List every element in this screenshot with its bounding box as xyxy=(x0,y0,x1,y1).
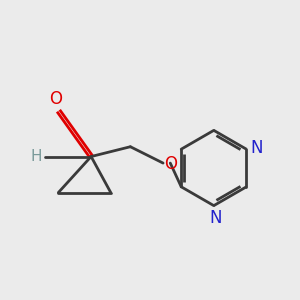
Text: H: H xyxy=(31,149,42,164)
Text: N: N xyxy=(250,139,263,157)
Text: O: O xyxy=(49,90,62,108)
Text: O: O xyxy=(164,155,177,173)
Text: N: N xyxy=(209,209,222,227)
